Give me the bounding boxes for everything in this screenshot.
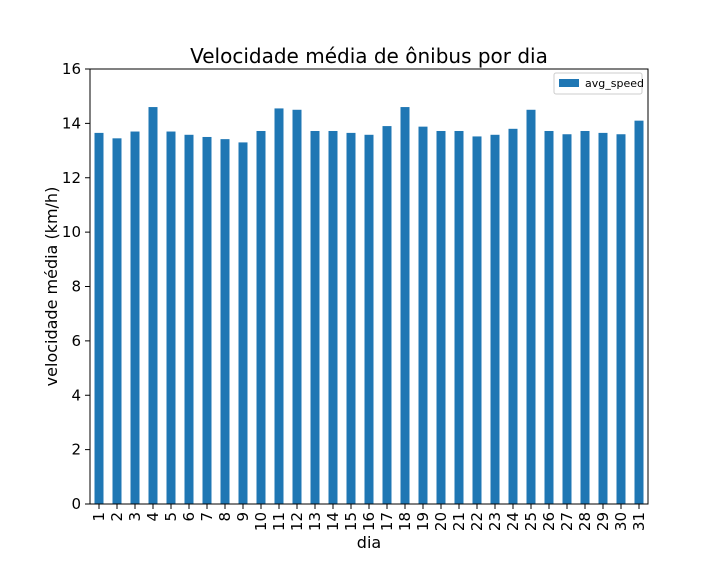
- bar-dia-31: [634, 120, 644, 504]
- bar-dia-18: [400, 107, 410, 504]
- bar-dia-3: [130, 131, 140, 504]
- x-tick-label: 8: [216, 512, 234, 522]
- x-tick-label: 17: [378, 512, 396, 531]
- legend: avg_speed: [553, 72, 644, 95]
- x-tick-label: 28: [576, 512, 594, 531]
- x-tick-label: 12: [288, 512, 306, 531]
- x-tick-label: 24: [504, 512, 522, 531]
- bar-dia-8: [220, 139, 230, 504]
- y-axis: 0 2 4 6 8 10 12 14 16: [62, 60, 90, 513]
- legend-label: avg_speed: [585, 77, 644, 90]
- bar-dia-9: [238, 142, 248, 504]
- x-tick-label: 5: [162, 512, 180, 522]
- bar-dia-4: [148, 107, 158, 504]
- bar-dia-16: [364, 134, 374, 505]
- x-tick-label: 14: [324, 512, 342, 531]
- x-tick-label: 16: [360, 512, 378, 531]
- y-tick-label: 12: [62, 169, 81, 187]
- y-axis-label: velocidade média (km/h): [42, 187, 61, 387]
- y-tick-label: 2: [71, 441, 81, 459]
- x-tick-label: 22: [468, 512, 486, 531]
- bar-dia-14: [328, 130, 338, 505]
- bar-dia-28: [580, 130, 590, 505]
- x-tick-label: 4: [144, 512, 162, 522]
- x-tick-label: 3: [126, 512, 144, 522]
- x-tick-label: 10: [252, 512, 270, 531]
- bar-dia-6: [184, 134, 194, 505]
- bar-dia-12: [292, 109, 302, 504]
- bar-dia-13: [310, 130, 320, 505]
- x-tick-label: 25: [522, 512, 540, 531]
- x-tick-label: 7: [198, 512, 216, 522]
- bar-dia-27: [562, 134, 572, 504]
- y-tick-label: 4: [71, 386, 81, 404]
- bar-dia-17: [382, 126, 392, 504]
- legend-swatch: [559, 79, 579, 87]
- x-tick-label: 19: [414, 512, 432, 531]
- x-tick-label: 26: [540, 512, 558, 531]
- x-tick-label: 1: [90, 512, 108, 522]
- x-tick-label: 9: [234, 512, 252, 522]
- y-tick-label: 10: [62, 223, 81, 241]
- bars-group: [94, 107, 644, 505]
- bar-dia-29: [598, 132, 608, 504]
- bar-dia-24: [508, 128, 518, 504]
- bar-dia-30: [616, 134, 626, 504]
- x-tick-label: 2: [108, 512, 126, 522]
- bar-dia-20: [436, 130, 446, 505]
- chart-title: Velocidade média de ônibus por dia: [190, 44, 548, 68]
- bar-dia-2: [112, 138, 122, 504]
- x-tick-label: 15: [342, 512, 360, 531]
- x-tick-label: 18: [396, 512, 414, 531]
- bar-dia-1: [94, 132, 104, 504]
- legend-box: [553, 72, 643, 95]
- x-tick-label: 20: [432, 512, 450, 531]
- x-tick-label: 6: [180, 512, 198, 522]
- y-tick-label: 0: [71, 495, 81, 513]
- x-tick-label: 11: [270, 512, 288, 531]
- y-tick-label: 16: [62, 60, 81, 78]
- bar-dia-5: [166, 131, 176, 504]
- x-axis: 1 2 3 4 5 6 7 8 9 10 11 12 13 14 15 16 17 18 19 20 21 22 23 24 2…: [90, 504, 648, 531]
- bar-dia-11: [274, 108, 284, 505]
- bar-dia-25: [526, 109, 536, 504]
- x-tick-label: 27: [558, 512, 576, 531]
- bar-dia-19: [418, 126, 428, 504]
- bar-dia-15: [346, 132, 356, 504]
- x-tick-label: 29: [594, 512, 612, 531]
- y-tick-label: 8: [71, 278, 81, 296]
- bar-dia-21: [454, 130, 464, 505]
- x-tick-label: 13: [306, 512, 324, 531]
- bar-dia-23: [490, 134, 500, 505]
- x-tick-label: 21: [450, 512, 468, 531]
- y-tick-label: 6: [71, 332, 81, 350]
- bar-dia-7: [202, 136, 212, 504]
- bar-dia-26: [544, 130, 554, 505]
- y-tick-label: 14: [62, 114, 81, 132]
- x-tick-label: 30: [612, 512, 630, 531]
- x-tick-label: 23: [486, 512, 504, 531]
- x-tick-label: 31: [630, 512, 648, 531]
- bar-dia-22: [472, 136, 482, 504]
- bar-dia-10: [256, 130, 266, 505]
- x-axis-label: dia: [357, 533, 381, 552]
